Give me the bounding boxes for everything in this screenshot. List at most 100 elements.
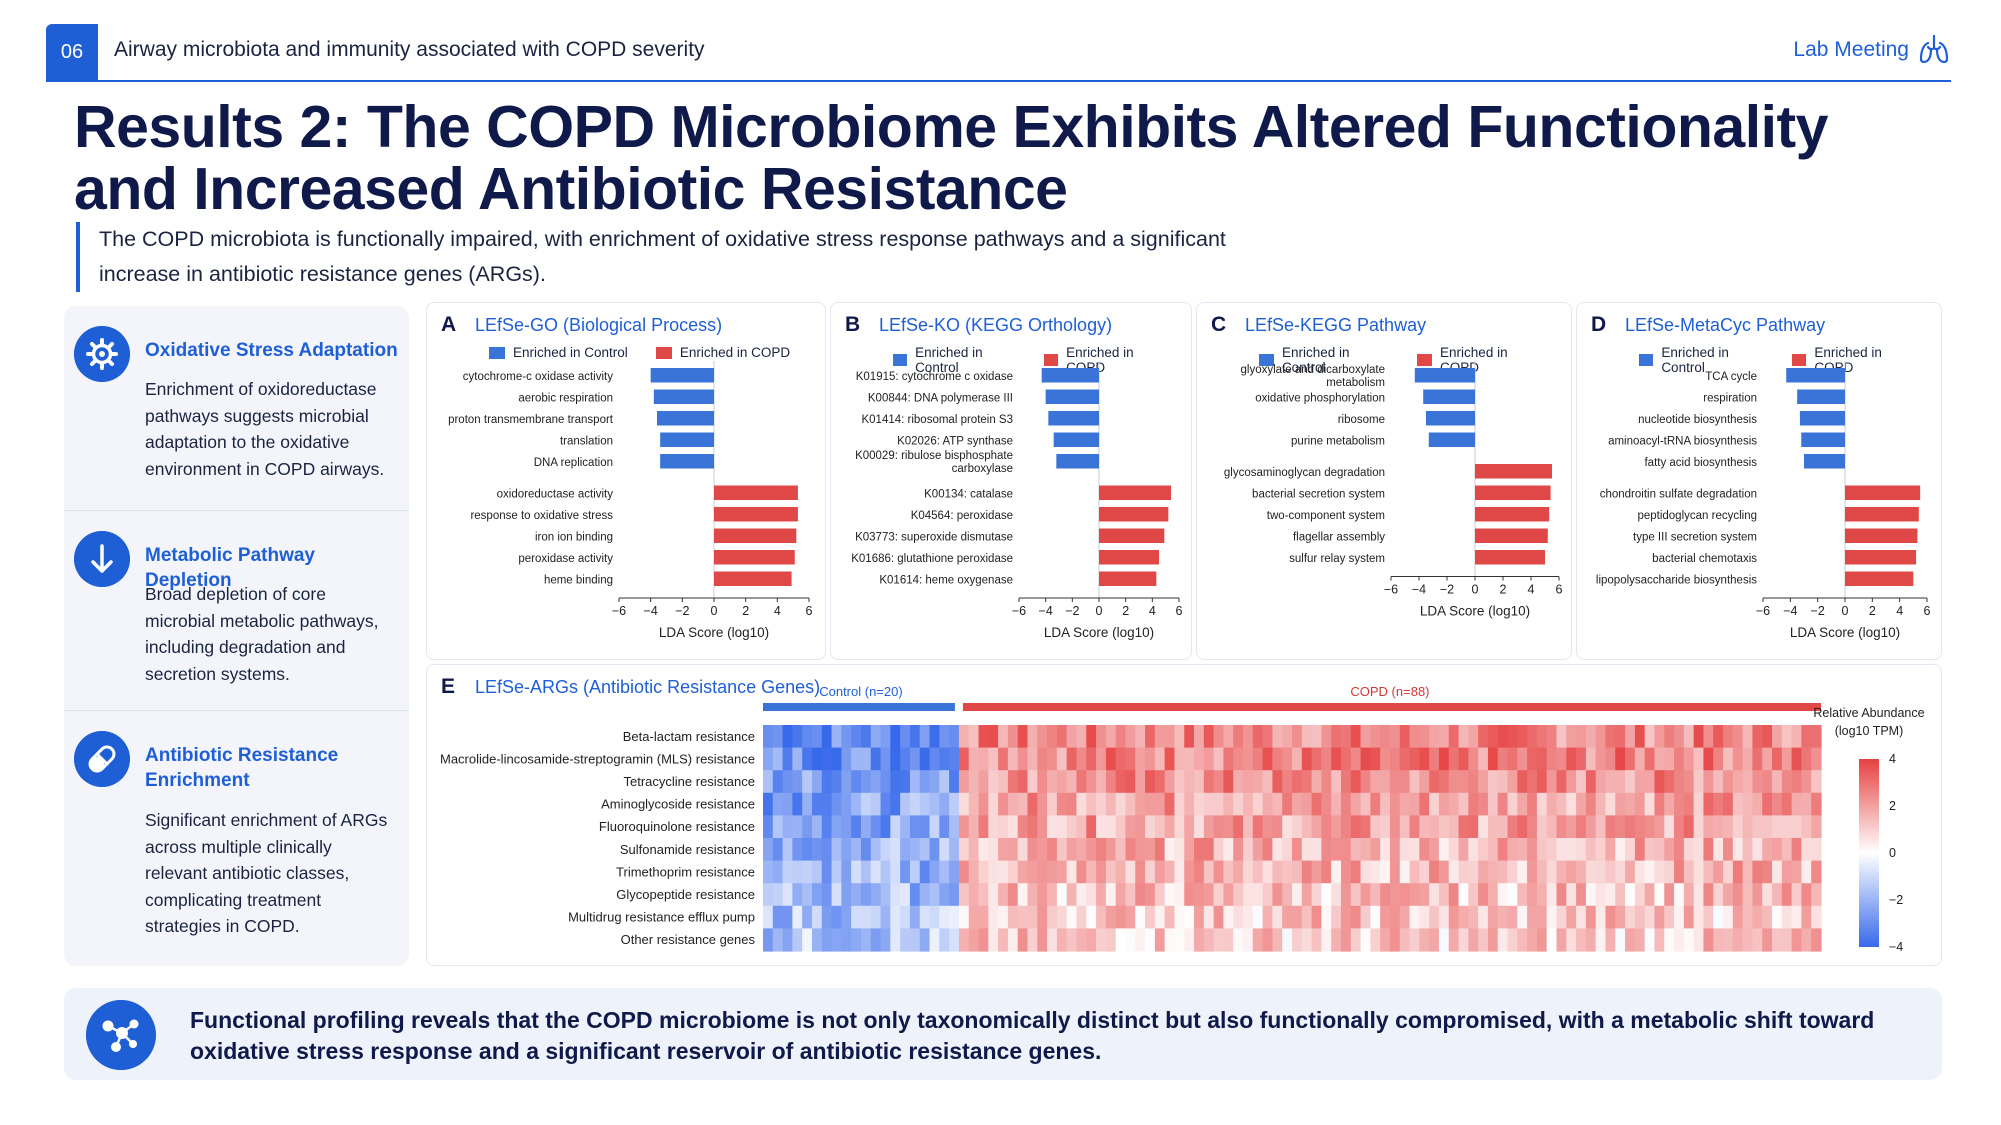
heatmap-cell [1487, 770, 1499, 794]
heatmap-cell [1566, 815, 1577, 839]
heatmap-cell [1595, 770, 1607, 794]
heatmap-cell [1331, 860, 1342, 884]
x-axis-label: LDA Score (log10) [1044, 625, 1154, 640]
heatmap-cell [1595, 838, 1607, 862]
heatmap-cell [1546, 792, 1558, 816]
heatmap-cell [1781, 883, 1793, 907]
heatmap-cell [1791, 905, 1803, 929]
heatmap-cell [968, 747, 980, 771]
heatmap-cell [1272, 860, 1283, 884]
group-label-control: Control (n=20) [819, 684, 902, 699]
heatmap-cell [1527, 838, 1538, 862]
heatmap-cell [1174, 725, 1185, 749]
heatmap-cell [1076, 928, 1087, 952]
heatmap-cell [1350, 905, 1362, 929]
heatmap-cell [998, 905, 1009, 929]
bar-label: DNA replication [534, 457, 613, 469]
heatmap-cell [1438, 747, 1450, 771]
heatmap-cell [1164, 883, 1176, 907]
chart-legend: Enriched in Control Enriched in COPD [489, 345, 818, 360]
heatmap-cell [1566, 928, 1577, 952]
heatmap-cell [1497, 770, 1509, 794]
heatmap-cell [1380, 792, 1391, 816]
header-title: Airway microbiota and immunity associate… [114, 38, 705, 61]
heatmap-cell [1086, 883, 1097, 907]
heatmap-cell [1419, 928, 1430, 952]
heatmap-cell [1448, 860, 1460, 884]
heatmap-cell [1683, 883, 1695, 907]
heatmap-cell [1047, 860, 1058, 884]
heatmap-cell [772, 815, 784, 839]
heatmap-cell [1556, 770, 1567, 794]
heatmap-cell [1056, 838, 1068, 862]
heatmap-cell [802, 905, 813, 929]
heatmap-cell [1438, 770, 1450, 794]
heatmap-cell [1458, 838, 1469, 862]
heatmap-cell [1321, 838, 1332, 862]
panel-e-args: E LEfSe-ARGs (Antibiotic Resistance Gene… [426, 664, 1942, 966]
panel-d-metacyc: D LEfSe-MetaCyc Pathway Enriched in Cont… [1576, 302, 1942, 660]
lda-bar-chart: K01915: cytochrome c oxidase K00844: DNA … [851, 361, 1183, 640]
x-tick-label: 0 [1842, 604, 1849, 618]
heatmap-cell [1664, 815, 1675, 839]
heatmap-cell [1644, 838, 1656, 862]
heatmap-cell [1409, 928, 1420, 952]
bar-label: bacterial secretion system [1252, 489, 1385, 501]
arrow-down-icon [74, 531, 130, 587]
heatmap-cell [1321, 883, 1332, 907]
heatmap-cell [802, 860, 813, 884]
heatmap-cell [1585, 770, 1597, 794]
heatmap-cell [1350, 815, 1362, 839]
heatmap-cell [821, 747, 833, 771]
heatmap-cell [1752, 792, 1763, 816]
heatmap-cell [1340, 725, 1352, 749]
heatmap-cell [1203, 747, 1215, 771]
bar [1099, 550, 1159, 565]
heatmap-cell [851, 770, 862, 794]
heatmap-cell [1585, 928, 1597, 952]
heatmap-cell [1556, 860, 1567, 884]
heatmap-cell [1056, 792, 1068, 816]
heatmap-cell [1478, 815, 1489, 839]
heatmap-cell [1213, 747, 1225, 771]
bar [1099, 571, 1157, 586]
heatmap-cell [1145, 747, 1156, 771]
heatmap-cell [1419, 725, 1430, 749]
heatmap-cell [1321, 860, 1332, 884]
heatmap-cell [792, 815, 803, 839]
heatmap-cell [870, 792, 882, 816]
heatmap-cell [909, 905, 921, 929]
heatmap-cell [1605, 928, 1616, 952]
bar [660, 454, 714, 469]
heatmap-cell [1056, 770, 1068, 794]
heatmap-cell [1340, 860, 1352, 884]
heatmap-cell [1350, 747, 1362, 771]
heatmap-cell [1595, 928, 1607, 952]
heatmap-cell [929, 770, 940, 794]
heatmap-cell [1556, 905, 1567, 929]
heatmap-cell [821, 905, 833, 929]
finding-text: Broad depletion of core microbial metabo… [145, 584, 379, 684]
heatmap-cell [1282, 905, 1293, 929]
heatmap-cell [988, 747, 999, 771]
heatmap-cell [1233, 725, 1244, 749]
heatmap-cell [1517, 770, 1528, 794]
heatmap-cell [1683, 838, 1695, 862]
heatmap-cell [1105, 815, 1117, 839]
bar [1799, 411, 1845, 426]
heatmap-cell [909, 792, 921, 816]
heatmap-cell [900, 883, 911, 907]
heatmap-cell [1713, 883, 1724, 907]
network-icon [86, 1000, 156, 1070]
heatmap-cell [1174, 928, 1185, 952]
heatmap-cell [1527, 905, 1538, 929]
heatmap-cell [1625, 792, 1636, 816]
heatmap-cell [1301, 860, 1313, 884]
heatmap-row-label: Fluoroquinolone resistance [599, 819, 755, 834]
heatmap-cell [1311, 815, 1322, 839]
heatmap-cell [1115, 928, 1127, 952]
heatmap-cell [1017, 770, 1029, 794]
heatmap-cell [1262, 928, 1274, 952]
heatmap-cell [1311, 928, 1322, 952]
heatmap-cell [1576, 860, 1587, 884]
